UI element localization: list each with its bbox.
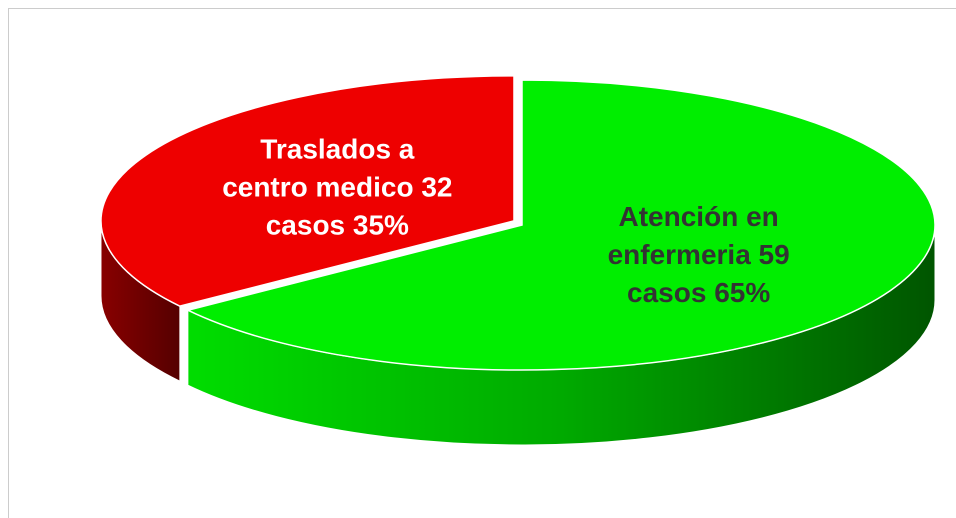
slice [185, 79, 936, 371]
data-label: centro medico 32 [222, 172, 452, 203]
data-label: casos 65% [627, 277, 770, 308]
data-label: Traslados a [260, 134, 415, 165]
data-label: enfermeria 59 [608, 239, 790, 270]
data-label: Atención en [619, 201, 779, 232]
slice [100, 75, 515, 307]
data-label: casos 35% [266, 210, 409, 241]
frame [8, 8, 956, 518]
